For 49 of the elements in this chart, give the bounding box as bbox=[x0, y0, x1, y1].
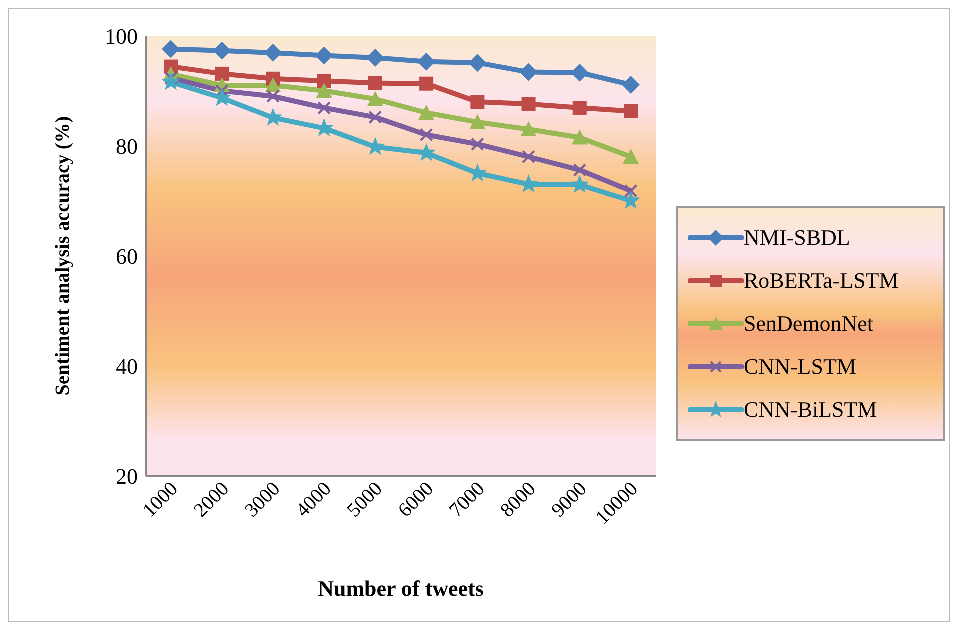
x-tick-label: 1000 bbox=[138, 478, 183, 522]
point bbox=[522, 150, 536, 164]
y-tick-label: 60 bbox=[116, 244, 138, 269]
x-tick-label: 4000 bbox=[292, 478, 336, 522]
point bbox=[623, 149, 639, 164]
point bbox=[624, 104, 638, 118]
point bbox=[471, 138, 484, 151]
y-axis-title: Sentiment analysis accuracy (%) bbox=[52, 116, 74, 396]
point bbox=[316, 83, 332, 98]
point bbox=[215, 66, 230, 81]
point bbox=[317, 74, 332, 88]
legend-label: CNN-BiLSTM bbox=[744, 396, 878, 422]
point bbox=[417, 143, 436, 162]
y-tick-label: 40 bbox=[116, 354, 138, 379]
point bbox=[572, 101, 587, 116]
x-axis-title: Number of tweets bbox=[318, 576, 484, 601]
y-tick-label: 100 bbox=[105, 24, 138, 49]
point bbox=[468, 54, 487, 72]
point bbox=[572, 130, 588, 145]
y-tick-label: 80 bbox=[116, 134, 138, 159]
y-tick-label: 20 bbox=[116, 464, 138, 489]
point bbox=[161, 72, 181, 90]
point bbox=[162, 40, 180, 58]
point bbox=[265, 78, 282, 92]
legend-label: NMI-SBDL bbox=[744, 224, 850, 250]
point bbox=[318, 102, 331, 114]
point bbox=[622, 76, 640, 94]
point bbox=[418, 105, 435, 120]
point bbox=[266, 90, 280, 103]
point bbox=[264, 44, 282, 62]
point bbox=[573, 164, 586, 177]
point bbox=[369, 110, 382, 124]
point bbox=[470, 95, 485, 109]
point bbox=[520, 122, 537, 136]
x-tick-label: 8000 bbox=[496, 478, 540, 522]
point bbox=[522, 97, 536, 112]
point bbox=[367, 91, 384, 106]
legend-label: SenDemonNet bbox=[744, 310, 874, 336]
legend-label: RoBERTa-LSTM bbox=[744, 268, 899, 294]
point bbox=[470, 114, 486, 130]
point bbox=[420, 128, 433, 142]
point bbox=[420, 76, 434, 91]
legend-label: CNN-LSTM bbox=[744, 354, 856, 380]
point bbox=[368, 76, 382, 90]
point bbox=[213, 42, 232, 60]
point bbox=[570, 175, 590, 194]
x-tick-label: 6000 bbox=[394, 478, 438, 522]
point bbox=[315, 46, 334, 65]
x-tick-label: 7000 bbox=[445, 478, 490, 522]
